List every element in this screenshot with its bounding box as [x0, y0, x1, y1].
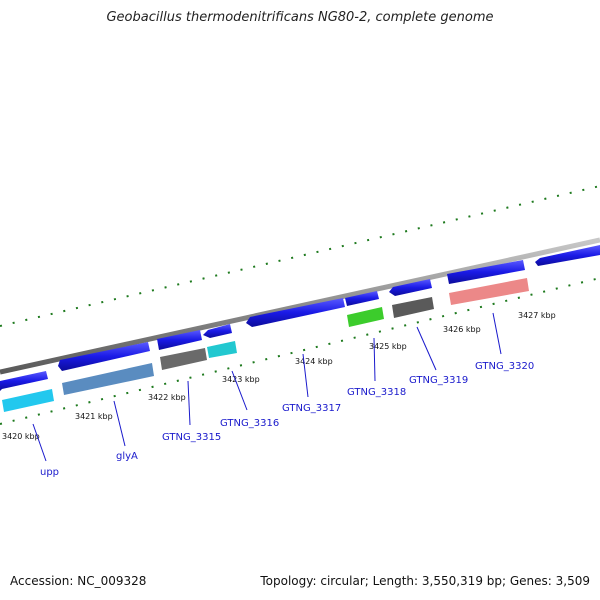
map-title: Geobacillus thermodenitrificans NG80-2, … — [106, 10, 494, 25]
gene-gtng-3315 — [160, 348, 207, 370]
gene-label-gtng-3320: GTNG_3320 — [475, 361, 534, 372]
gene-gtng-3316 — [207, 341, 237, 358]
kbp-label: 3420 kbp — [2, 432, 40, 441]
forward-gene — [345, 291, 379, 306]
accession-text: Accession: NC_009328 — [10, 574, 147, 588]
gene-label-gtng-3318: GTNG_3318 — [347, 387, 406, 398]
gene-gtng-3319 — [392, 297, 434, 318]
forward-gene — [0, 371, 48, 391]
genome-summary-text: Topology: circular; Length: 3,550,319 bp… — [260, 574, 590, 588]
forward-gene — [157, 330, 202, 350]
forward-gene — [389, 279, 432, 296]
kbp-label: 3425 kbp — [369, 342, 407, 351]
forward-gene — [535, 245, 600, 266]
kbp-label: 3422 kbp — [148, 393, 186, 402]
gene-label-gtng-3319: GTNG_3319 — [409, 375, 468, 386]
kbp-labels: 3420 kbp 3421 kbp 3422 kbp 3423 kbp 3424… — [2, 311, 556, 441]
gene-label-gtng-3315: GTNG_3315 — [162, 432, 221, 443]
gene-label-gtng-3317: GTNG_3317 — [282, 403, 341, 414]
kbp-label: 3423 kbp — [222, 375, 260, 384]
forward-gene — [203, 324, 232, 338]
forward-gene — [447, 260, 525, 284]
gene-gtng-3318 — [347, 307, 384, 327]
forward-strand-genes — [0, 245, 600, 391]
gene-label-glyA: glyA — [116, 451, 138, 462]
kbp-label: 3424 kbp — [295, 357, 333, 366]
forward-gene — [58, 342, 150, 371]
gene-gtng-3320 — [449, 278, 529, 305]
kbp-label: 3426 kbp — [443, 325, 481, 334]
reverse-strand-genes — [2, 278, 529, 412]
kbp-label: 3421 kbp — [75, 412, 113, 421]
gene-leader-lines — [32, 312, 502, 462]
genome-backbone — [0, 237, 600, 375]
forward-gene — [246, 298, 345, 327]
gene-glyA — [62, 363, 154, 395]
gene-labels: upp glyA GTNG_3315 GTNG_3316 GTNG_3317 G… — [40, 361, 534, 478]
kbp-label: 3427 kbp — [518, 311, 556, 320]
gene-label-upp: upp — [40, 467, 59, 478]
gene-label-gtng-3316: GTNG_3316 — [220, 418, 279, 429]
gene-upp — [2, 389, 54, 412]
